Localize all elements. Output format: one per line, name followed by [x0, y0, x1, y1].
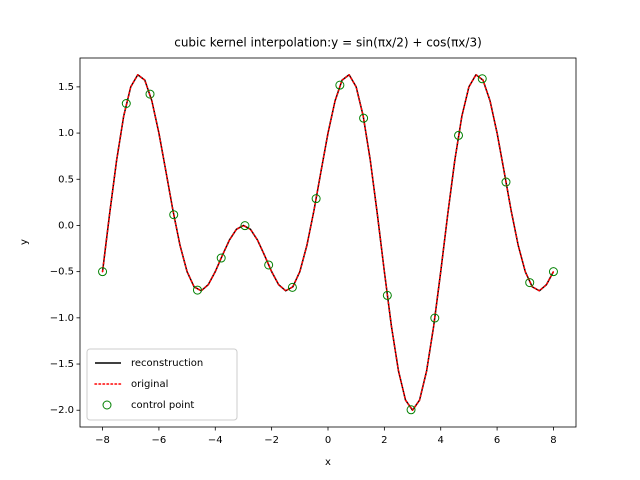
control-point: [454, 130, 464, 140]
chart-title: cubic kernel interpolation:y = sin(πx/2)…: [174, 36, 482, 50]
x-tick-label: −2: [264, 435, 279, 446]
line-series: [101, 74, 555, 411]
y-tick-label: −2.0: [50, 405, 74, 416]
control-point: [548, 267, 558, 277]
control-point: [264, 260, 274, 270]
x-tick-label: −4: [208, 435, 223, 446]
y-tick-label: 0.5: [58, 174, 74, 185]
y-tick-label: −1.5: [50, 359, 74, 370]
x-tick-label: −6: [152, 435, 167, 446]
x-tick-label: 6: [494, 435, 500, 446]
control-point: [311, 194, 321, 204]
legend-box: [86, 348, 238, 421]
x-axis-label: x: [325, 457, 331, 468]
control-point: [145, 89, 155, 99]
control-point: [216, 253, 226, 263]
control-point: [287, 282, 297, 292]
legend-label: reconstruction: [131, 358, 203, 369]
control-point: [335, 80, 345, 90]
control-point: [169, 210, 179, 220]
legend-label: control point: [131, 400, 194, 411]
control-point: [525, 278, 535, 288]
control-point: [382, 290, 392, 300]
x-tick-label: 4: [438, 435, 444, 446]
control-point: [240, 221, 250, 231]
control-point: [477, 74, 487, 84]
x-tick-label: 8: [550, 435, 556, 446]
x-tick-label: 2: [381, 435, 387, 446]
control-point: [501, 177, 511, 187]
control-point: [359, 113, 369, 123]
y-tick-label: 1.5: [58, 82, 74, 93]
legend-marker: [102, 400, 112, 410]
x-tick-label: −8: [95, 435, 110, 446]
control-point: [192, 285, 202, 295]
legend-label: original: [131, 379, 168, 390]
y-axis-label: y: [19, 239, 30, 245]
control-point: [121, 98, 131, 108]
x-tick-label: 0: [325, 435, 331, 446]
y-tick-label: −0.5: [50, 267, 74, 278]
control-point: [98, 267, 108, 277]
y-tick-label: −1.0: [50, 313, 74, 324]
y-tick-label: 0.0: [58, 220, 74, 231]
y-tick-label: 1.0: [58, 128, 74, 139]
control-point: [406, 405, 416, 415]
control-point: [430, 313, 440, 323]
plot-frame: [79, 57, 577, 428]
